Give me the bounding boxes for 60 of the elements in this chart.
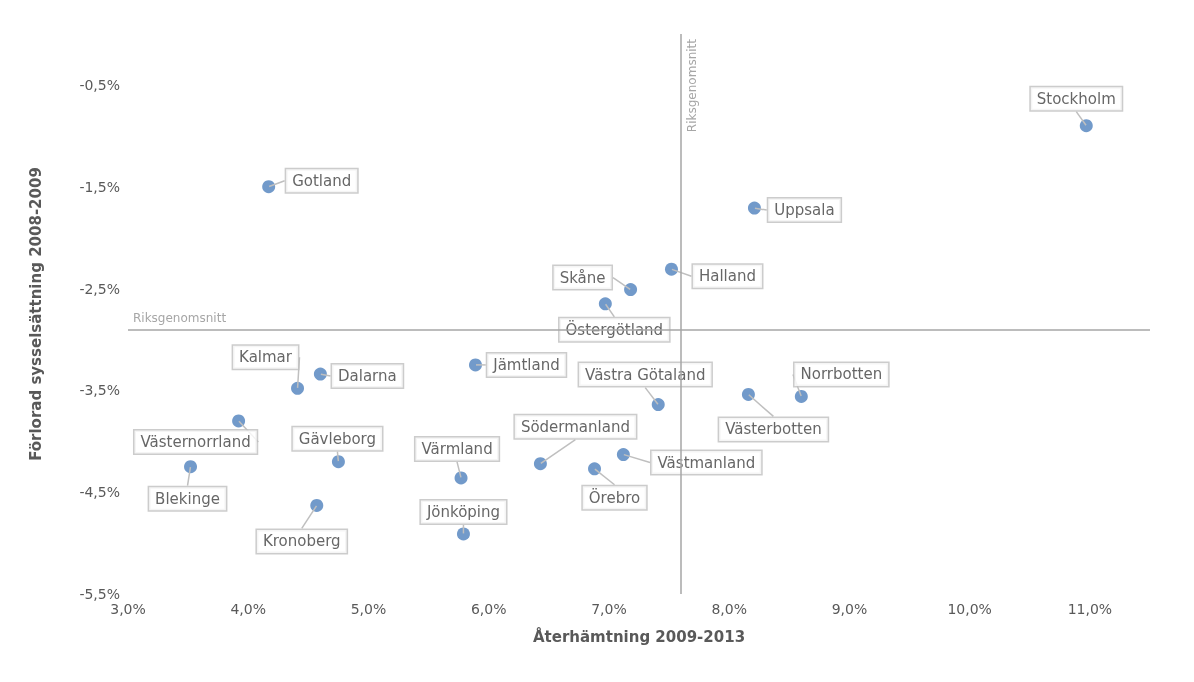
point [598, 297, 612, 311]
point [331, 455, 345, 469]
annotation: Norrbotten [800, 365, 883, 384]
y-tick-label: -3,5% [79, 382, 120, 399]
y-tick-label: -4,5% [79, 484, 120, 501]
x-tick-label: 11,0% [1067, 601, 1113, 617]
point [232, 414, 246, 428]
x-axis-title: Återhämtning 2009-2013 [532, 626, 746, 646]
annotation: Dalarna [338, 367, 397, 386]
annotation: Blekinge [155, 489, 220, 508]
x-tick-label: 4,0% [230, 601, 267, 617]
point [588, 462, 602, 476]
point [456, 527, 470, 541]
annotation: Gävleborg [298, 429, 377, 448]
annotation: Jönköping [425, 502, 501, 521]
annotation: Östergötland [565, 319, 664, 339]
annotation: Gotland [292, 171, 352, 190]
annotation: Värmland [421, 439, 493, 458]
annotation: Skåne [559, 268, 606, 287]
y-tick-label: -2,5% [79, 280, 120, 297]
annotation: Jämtland [492, 355, 560, 374]
point [262, 180, 276, 194]
point [624, 283, 638, 297]
annotation: Uppsala [774, 201, 835, 220]
annotation: Stockholm [1036, 89, 1116, 108]
annotation: Halland [698, 267, 756, 286]
x-tick-label: 9,0% [831, 601, 868, 617]
point [794, 389, 808, 403]
point [1079, 119, 1093, 133]
y-tick-label: -5,5% [79, 586, 120, 602]
x-tick-label: 5,0% [350, 601, 387, 617]
annotation: Kalmar [239, 348, 293, 367]
x-tick-label: 7,0% [591, 601, 627, 617]
ref-line-label: Riksgenomsnitt [685, 38, 700, 133]
x-tick-label: 10,0% [947, 601, 992, 617]
y-axis-title: Förlorad sysselsättning 2008-2009 [26, 167, 45, 461]
y-tick-label: -0,5% [79, 76, 120, 93]
annotation: Västernorrland [140, 432, 251, 451]
point [741, 387, 755, 401]
annotation: Örebro [588, 487, 641, 507]
point [533, 457, 547, 471]
ref-line-label: Riksgenomsnitt [133, 311, 227, 326]
annotation: Västmanland [657, 453, 756, 472]
point [310, 498, 324, 512]
annotation: Södermanland [520, 417, 630, 436]
annotation: Kronoberg [262, 532, 341, 551]
point [184, 460, 198, 474]
point [747, 201, 761, 215]
point [651, 398, 665, 412]
y-tick-label: -1,5% [79, 178, 120, 195]
x-tick-label: 3,0% [110, 601, 146, 617]
x-tick-label: 8,0% [711, 601, 747, 617]
point [454, 471, 468, 485]
annotation: Västra Götaland [585, 365, 706, 384]
x-tick-label: 6,0% [470, 601, 507, 617]
annotation: Västerbotten [725, 420, 822, 439]
point [291, 381, 305, 395]
point [664, 262, 678, 276]
point [313, 367, 327, 381]
point [616, 448, 630, 462]
